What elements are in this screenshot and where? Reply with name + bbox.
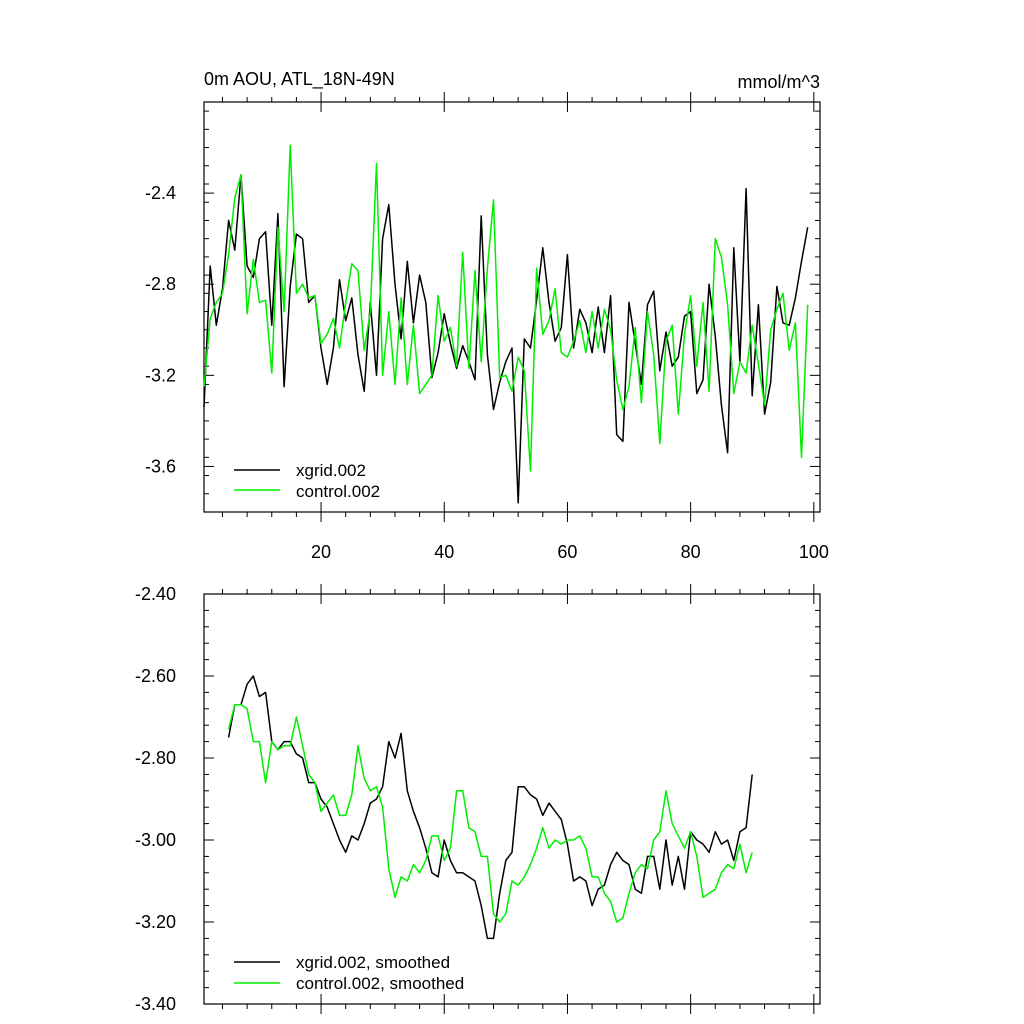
legend-label-control-smoothed: control.002, smoothed bbox=[296, 974, 464, 993]
y-tick-label: -2.8 bbox=[145, 274, 176, 294]
series-lines bbox=[203, 144, 809, 504]
y-tick-label: -3.20 bbox=[135, 912, 176, 932]
legend-label-control: control.002 bbox=[296, 482, 380, 501]
series-line-control bbox=[227, 703, 753, 923]
plot-area-frame bbox=[203, 101, 821, 513]
chart-title: 0m AOU, ATL_18N-49N bbox=[204, 69, 395, 90]
series-line-xgrid bbox=[227, 675, 753, 940]
top-panel: 0m AOU, ATL_18N-49N mmol/m^3 -3.6 -3.2 -2.… bbox=[145, 69, 829, 562]
y-tick-label: -2.40 bbox=[135, 584, 176, 604]
y-tick-label: -2.80 bbox=[135, 748, 176, 768]
y-tick-label: -3.2 bbox=[145, 365, 176, 385]
series-line-control bbox=[203, 144, 809, 472]
plot-area-frame bbox=[203, 593, 821, 1005]
y-tick-label: -3.00 bbox=[135, 830, 176, 850]
bottom-panel: -3.40 -3.20 -3.00 -2.80 -2.60 -2.40 xgrid.002… bbox=[135, 584, 821, 1014]
legend-label-xgrid-smoothed: xgrid.002, smoothed bbox=[296, 953, 450, 972]
x-tick-label: 80 bbox=[681, 542, 701, 562]
series-line-xgrid bbox=[203, 174, 809, 504]
x-tick-label: 100 bbox=[799, 542, 829, 562]
legend-label-xgrid: xgrid.002 bbox=[296, 461, 366, 480]
units-label: mmol/m^3 bbox=[738, 72, 820, 92]
legend: xgrid.002, smoothed control.002, smoothe… bbox=[234, 953, 464, 993]
y-tick-label: -2.4 bbox=[145, 183, 176, 203]
tick-marks bbox=[204, 584, 820, 1014]
y-tick-label: -2.60 bbox=[135, 666, 176, 686]
tick-marks bbox=[204, 92, 820, 522]
x-tick-label: 40 bbox=[434, 542, 454, 562]
x-tick-label: 60 bbox=[557, 542, 577, 562]
y-tick-labels: -3.40 -3.20 -3.00 -2.80 -2.60 -2.40 bbox=[135, 584, 176, 1014]
y-tick-label: -3.6 bbox=[145, 456, 176, 476]
y-tick-labels: -3.6 -3.2 -2.8 -2.4 bbox=[145, 183, 176, 476]
legend: xgrid.002 control.002 bbox=[234, 461, 380, 501]
x-tick-labels: 20 40 60 80 100 bbox=[311, 542, 829, 562]
y-tick-label: -3.40 bbox=[135, 994, 176, 1014]
x-tick-label: 20 bbox=[311, 542, 331, 562]
series-lines bbox=[227, 675, 753, 940]
